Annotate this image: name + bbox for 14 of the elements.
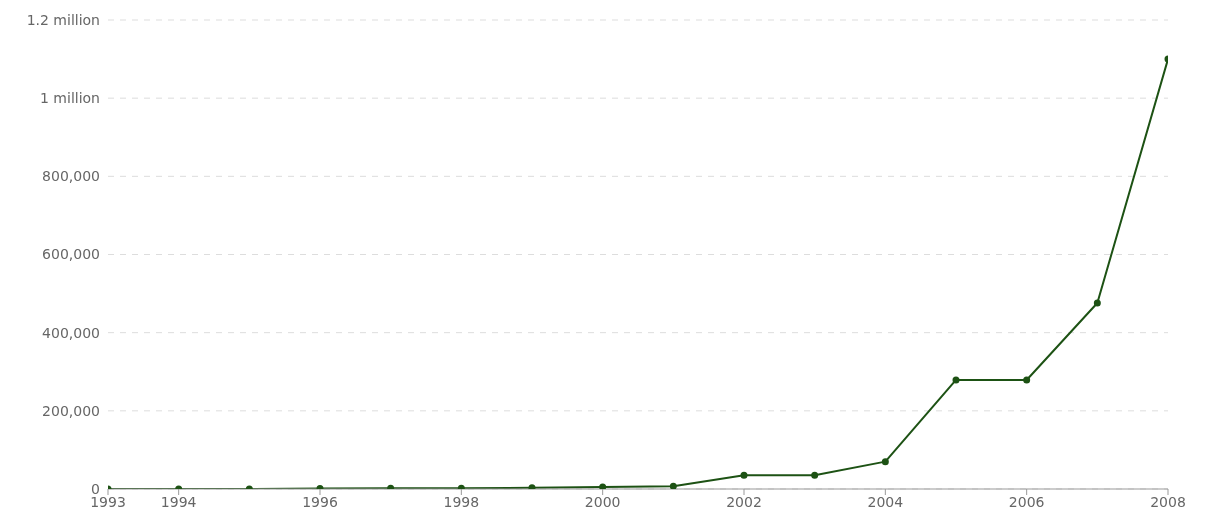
- x-tick-label: 1996: [302, 493, 338, 510]
- y-tick-label: 600,000: [42, 246, 100, 263]
- y-tick-label: 400,000: [42, 324, 100, 341]
- y-tick-label: 1 million: [40, 90, 100, 107]
- x-tick-label: 2004: [867, 493, 904, 510]
- y-tick-label: 200,000: [42, 402, 100, 419]
- x-tick-label: 2000: [584, 493, 621, 510]
- x-tick-label: 2008: [1150, 493, 1186, 510]
- x-tick-label: 1994: [160, 493, 197, 510]
- x-tick-label: 2002: [726, 493, 762, 510]
- x-tick-label: 1998: [443, 493, 480, 510]
- x-tick-label: 2006: [1008, 493, 1045, 510]
- y-tick-label: 1.2 million: [26, 11, 100, 28]
- y-tick-label: 800,000: [42, 168, 100, 185]
